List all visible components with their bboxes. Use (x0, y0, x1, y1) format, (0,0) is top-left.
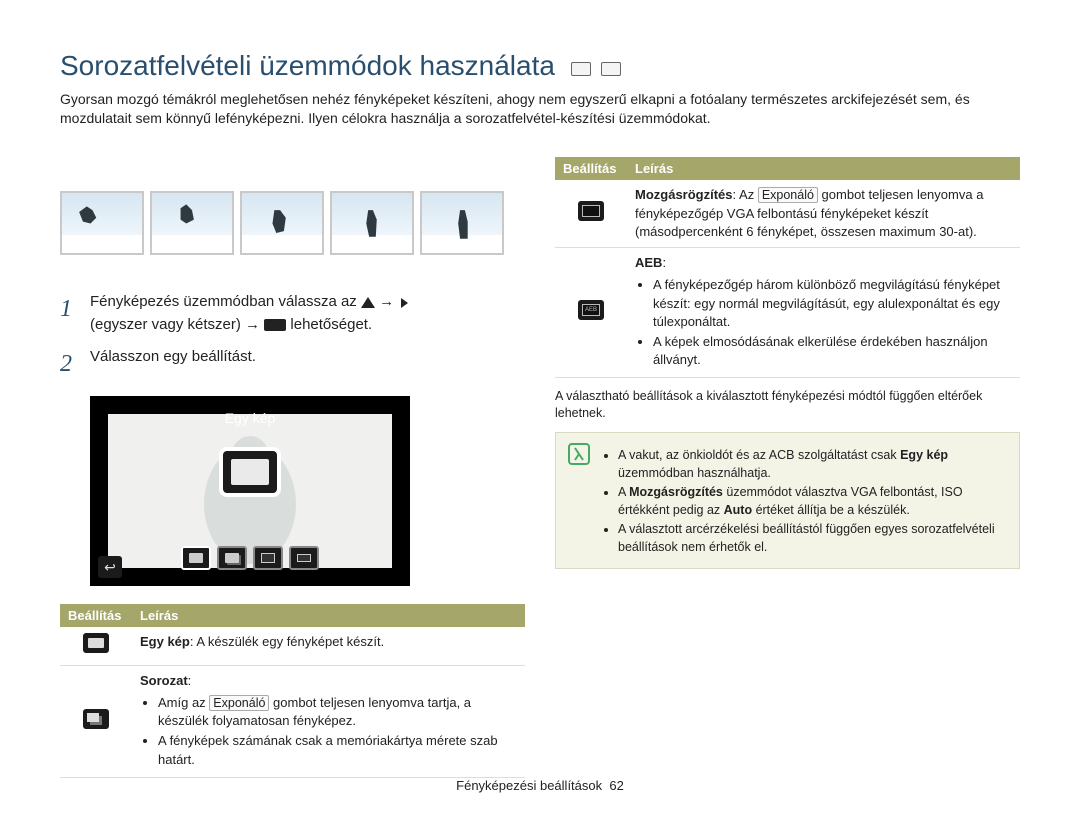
info-li1b: üzemmódban használhatja. (618, 466, 771, 480)
info-li2c: értéket állítja be a készülék. (752, 503, 910, 517)
footer-section: Fényképezési beállítások (456, 778, 602, 793)
page-footer: Fényképezési beállítások 62 (0, 778, 1080, 793)
row-motion-a: : Az (733, 187, 758, 202)
th-desc-left: Leírás (132, 604, 525, 627)
left-column: 1 Fényképezés üzemmódban válassza az → (… (60, 157, 525, 787)
row-single-bold: Egy kép (140, 634, 190, 649)
step-1b: (egyszer vagy kétszer) → (90, 316, 260, 333)
info-box: A vakut, az önkioldót és az ACB szolgált… (555, 432, 1020, 569)
list-item: A fényképezőgép három különböző megvilág… (653, 276, 1012, 331)
list-item: Amíg az Exponáló gombot teljesen lenyomv… (158, 694, 517, 731)
info-li2bold1: Mozgásrögzítés (629, 485, 723, 499)
list-item: A vakut, az önkioldót és az ACB szolgált… (618, 447, 1007, 482)
row-motion-desc: Mozgásrögzítés: Az Exponáló gombot telje… (627, 180, 1020, 247)
lcd-chip-continuous[interactable] (217, 546, 247, 570)
row-single-rest: : A készülék egy fényképet készít. (190, 634, 384, 649)
row-aeb-colon: : (662, 255, 666, 270)
list-item: A fényképek számának csak a memóriakárty… (158, 732, 517, 768)
single-shot-icon (83, 633, 109, 653)
table-row: Mozgásrögzítés: Az Exponáló gombot telje… (555, 180, 1020, 247)
aeb-icon (578, 300, 604, 320)
settings-table-right: Beállítás Leírás Mozgásrögzítés: Az Expo… (555, 157, 1020, 378)
lcd-chip-motion[interactable] (253, 546, 283, 570)
mode-dependent-note: A választható beállítások a kiválasztott… (555, 388, 1020, 422)
arrow-icon-1: → (379, 293, 394, 310)
info-li2bold2: Auto (724, 503, 752, 517)
table-row: AEB: A fényképezőgép három különböző meg… (555, 248, 1020, 378)
footer-page-number: 62 (609, 778, 623, 793)
list-item: A Mozgásrögzítés üzemmódot választva VGA… (618, 484, 1007, 519)
info-li1a: A vakut, az önkioldót és az ACB szolgált… (618, 448, 900, 462)
mode-icon-p (571, 62, 591, 76)
cont-li1a: Amíg az (158, 695, 209, 710)
single-frame-glyph (231, 459, 269, 485)
row-cont-colon: : (188, 673, 192, 688)
info-li1bold: Egy kép (900, 448, 948, 462)
step-1: 1 Fényképezés üzemmódban válassza az → (… (60, 291, 525, 336)
step-2-number: 2 (60, 346, 78, 382)
step-1-text: Fényképezés üzemmódban válassza az → (eg… (90, 291, 412, 336)
title-text: Sorozatfelvételi üzemmódok használata (60, 50, 555, 81)
up-triangle-icon (361, 297, 375, 308)
mode-icons (571, 52, 623, 84)
row-motion-bold: Mozgásrögzítés (635, 187, 733, 202)
step-1c: lehetőséget. (290, 316, 372, 333)
lcd-preview: Egy kép ↩ (90, 396, 410, 586)
right-chevron-icon (398, 295, 412, 309)
info-icon (568, 443, 590, 465)
lcd-chip-single[interactable] (181, 546, 211, 570)
thumb-5 (420, 191, 504, 255)
intro-text: Gyorsan mozgó témákról meglehetősen nehé… (60, 90, 1020, 128)
list-item: A választott arcérzékelési beállítástól … (618, 521, 1007, 556)
info-li2a: A (618, 485, 629, 499)
thumb-1 (60, 191, 144, 255)
row-aeb-bold: AEB (635, 255, 662, 270)
step-1-number: 1 (60, 291, 78, 336)
row-continuous-desc: Sorozat: Amíg az Exponáló gombot teljese… (132, 665, 525, 777)
lcd-back-button[interactable]: ↩ (98, 556, 122, 578)
lcd-mode-label: Egy kép (90, 410, 410, 426)
settings-table-left: Beállítás Leírás Egy kép: A készülék egy… (60, 604, 525, 777)
shutter-button-label-2: Exponáló (758, 187, 818, 203)
thumb-4 (330, 191, 414, 255)
row-single-desc: Egy kép: A készülék egy fényképet készít… (132, 627, 525, 665)
motion-capture-icon (578, 201, 604, 221)
th-setting-left: Beállítás (60, 604, 132, 627)
right-column: Beállítás Leírás Mozgásrögzítés: Az Expo… (555, 157, 1020, 787)
lcd-selected-option (219, 447, 281, 497)
lcd-option-row (90, 546, 410, 570)
list-item: A képek elmosódásának elkerülése érdekéb… (653, 333, 1012, 369)
table-row: Sorozat: Amíg az Exponáló gombot teljese… (60, 665, 525, 777)
row-cont-bold: Sorozat (140, 673, 188, 688)
row-aeb-desc: AEB: A fényképezőgép három különböző meg… (627, 248, 1020, 378)
shutter-button-label: Exponáló (209, 695, 269, 711)
step-1a: Fényképezés üzemmódban válassza az (90, 293, 357, 310)
thumb-2 (150, 191, 234, 255)
mode-icon-scene (601, 62, 621, 76)
snowboard-thumbnails (60, 157, 525, 255)
th-setting-right: Beállítás (555, 157, 627, 180)
burst-icon (264, 319, 286, 331)
table-row: Egy kép: A készülék egy fényképet készít… (60, 627, 525, 665)
page-title: Sorozatfelvételi üzemmódok használata (60, 50, 1020, 84)
th-desc-right: Leírás (627, 157, 1020, 180)
step-2-text: Válasszon egy beállítást. (90, 346, 256, 382)
step-2: 2 Válasszon egy beállítást. (60, 346, 525, 382)
continuous-icon (83, 709, 109, 729)
thumb-3 (240, 191, 324, 255)
lcd-chip-aeb[interactable] (289, 546, 319, 570)
